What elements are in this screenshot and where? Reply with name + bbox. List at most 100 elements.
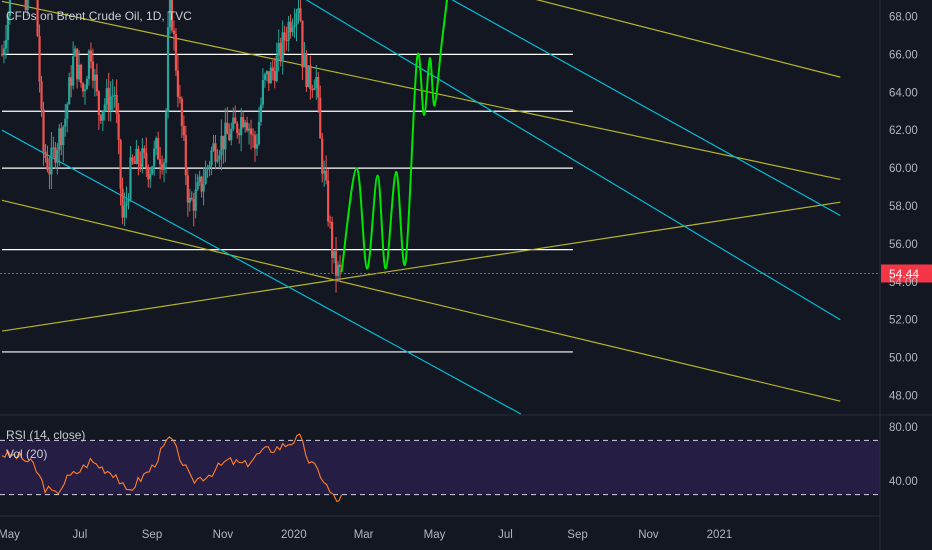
candle-body [261, 80, 265, 105]
candle-body [143, 148, 146, 153]
price-tick-7: 62.00 [889, 125, 918, 137]
candle-body [226, 122, 229, 134]
candle-body [313, 87, 316, 90]
rsi-legend[interactable]: RSI (14, close) [6, 428, 86, 442]
candle-body [93, 74, 96, 81]
price-tick-1: 50.00 [889, 353, 918, 365]
candle-body [257, 121, 261, 145]
candle-body [81, 82, 85, 92]
symbol-title[interactable]: CFDs on Brent Crude Oil, 1D, TVC [6, 9, 192, 23]
candle-body [8, 0, 12, 17]
time-tick-3: Nov [213, 529, 234, 541]
candle-body [99, 115, 102, 121]
candle-body [105, 88, 108, 105]
candle-body [87, 50, 91, 79]
candle-body [196, 181, 199, 190]
candle-body [125, 201, 128, 206]
rsi-pane [0, 433, 880, 503]
candle-body [155, 138, 158, 149]
candle-body [321, 138, 324, 174]
price-tick-4: 56.00 [889, 239, 918, 251]
candle-body [176, 70, 180, 97]
candle-body [83, 89, 87, 92]
candle-body [200, 176, 203, 192]
last-price-tag [881, 264, 932, 283]
candle-body [240, 117, 243, 136]
candle-body [162, 162, 166, 170]
candle-body [255, 144, 259, 149]
candle-body [151, 166, 154, 175]
projection-path [340, 0, 449, 273]
candle-body [336, 264, 340, 276]
candle-body [232, 117, 235, 129]
time-tick-2: Sep [142, 529, 162, 541]
candle-body [129, 157, 132, 200]
candle-body [0, 54, 4, 56]
candle-body [206, 167, 209, 170]
candle-body [52, 147, 55, 149]
candle-body [153, 148, 156, 167]
candle-body [329, 221, 332, 223]
candle-body [259, 104, 263, 122]
candle-body [247, 128, 251, 131]
candle-body [253, 135, 257, 149]
trend-line-1 [1, 199, 841, 402]
candle-body [26, 0, 29, 11]
price-axis[interactable]: 48.00 50.00 52.00 54.00 56.00 58.00 60.00 62.00… [889, 11, 918, 488]
time-axis[interactable]: May Jul Sep Nov 2020 Mar May Jul Sep Nov 2021 [0, 529, 732, 541]
candle-body [317, 77, 320, 98]
candle-body [24, 0, 27, 11]
candle-body [234, 117, 237, 124]
candle-body [273, 70, 276, 81]
candle-body [166, 27, 170, 112]
last-price-line: 54.44 [0, 264, 932, 283]
candle-body [242, 117, 245, 128]
candle-body [194, 189, 197, 211]
time-tick-8: Sep [567, 529, 587, 541]
candle-body [164, 111, 168, 163]
candle-body [269, 67, 272, 84]
candle-body [66, 104, 69, 119]
candle-body [238, 133, 241, 136]
candle-body [287, 21, 290, 41]
candle-body [74, 48, 77, 57]
trend-line-2 [1, 201, 841, 332]
candle-body [58, 128, 61, 150]
time-tick-4: 2020 [281, 529, 307, 541]
candle-body [224, 122, 227, 150]
candle-body [60, 128, 63, 146]
candle-body [46, 158, 49, 171]
candle-body [172, 30, 176, 35]
candle-body [109, 96, 112, 110]
candle-body [249, 128, 253, 135]
candle-body [135, 148, 138, 164]
candle-body [338, 264, 342, 267]
time-tick-9: Nov [638, 529, 659, 541]
candle-body [44, 151, 47, 159]
candle-body [54, 147, 57, 163]
horizontal-levels [2, 53, 573, 353]
candle-body [220, 135, 223, 156]
candle-body [85, 78, 89, 90]
candle-body [97, 91, 100, 116]
price-tick-6: 60.00 [889, 163, 918, 175]
candle-body [327, 180, 330, 222]
time-tick-1: Jul [73, 529, 88, 541]
vol-legend[interactable]: Vol (20) [6, 447, 48, 461]
candle-body [279, 42, 282, 60]
candle-body [190, 197, 193, 200]
time-tick-7: Jul [498, 529, 513, 541]
candle-body [204, 169, 207, 184]
candle-body [323, 170, 326, 174]
candle-body [107, 88, 110, 110]
candles [0, 0, 342, 293]
candle-body [184, 135, 187, 176]
candle-body [64, 118, 67, 127]
candle-body [161, 164, 164, 170]
candle-body [285, 40, 288, 42]
candle-body [305, 53, 308, 87]
candle-body [149, 174, 152, 180]
candle-body [91, 61, 95, 81]
price-tick-10: 68.00 [889, 11, 918, 23]
